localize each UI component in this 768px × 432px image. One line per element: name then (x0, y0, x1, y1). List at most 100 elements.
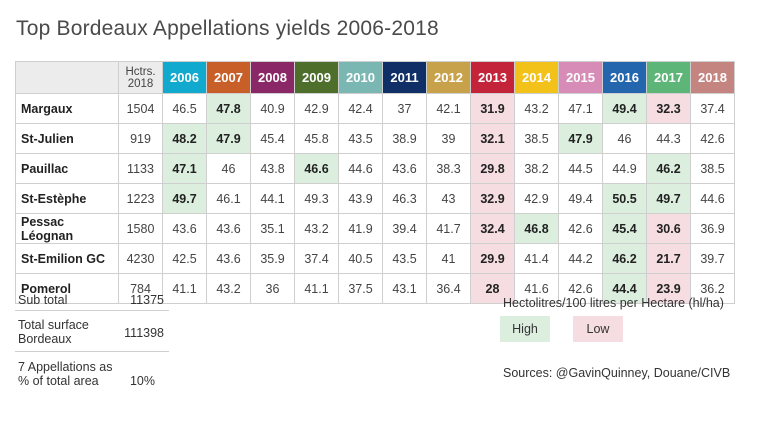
yield-cell: 29.9 (470, 243, 515, 274)
yield-cell: 42.4 (338, 93, 383, 124)
subtotal-row: Sub total 11375 (15, 288, 169, 311)
total-surface-value: 111398 (124, 326, 164, 340)
yield-cell: 43.2 (294, 213, 339, 244)
yield-cell: 42.9 (294, 93, 339, 124)
yield-cell: 41.1 (162, 273, 207, 304)
yield-cell: 46.2 (602, 243, 647, 274)
yield-cell: 36.4 (426, 273, 471, 304)
hectares-cell: 1580 (118, 213, 163, 244)
pct-label-line2: % of total area (18, 374, 99, 388)
yield-cell: 43.1 (382, 273, 427, 304)
yield-cell: 43.6 (206, 243, 251, 274)
yield-cell: 46.6 (294, 153, 339, 184)
yield-cell: 49.4 (602, 93, 647, 124)
pct-label: 7 Appellations as % of total area (18, 360, 113, 388)
year-header-2016: 2016 (602, 61, 647, 94)
yield-cell: 40.9 (250, 93, 295, 124)
yield-cell: 44.6 (338, 153, 383, 184)
yield-cell: 37.5 (338, 273, 383, 304)
appellation-name: Margaux (15, 93, 119, 124)
appellation-name: St-Emilion GC (15, 243, 119, 274)
yield-cell: 35.9 (250, 243, 295, 274)
yield-cell: 42.1 (426, 93, 471, 124)
yield-cell: 46.3 (382, 183, 427, 214)
yield-cell: 42.6 (558, 213, 603, 244)
yield-cell: 43.6 (206, 213, 251, 244)
yield-cell: 43.5 (338, 123, 383, 154)
legend-high: High (500, 316, 550, 342)
yield-cell: 43.6 (162, 213, 207, 244)
table-row: St-Emilion GC 4230 42.5 43.6 35.9 37.4 40.5 43.… (15, 243, 735, 274)
yield-cell: 46.2 (646, 153, 691, 184)
yield-cell: 23.9 (646, 273, 691, 304)
yield-cell: 39 (426, 123, 471, 154)
yield-cell: 36.9 (690, 213, 735, 244)
yield-cell: 43.9 (338, 183, 383, 214)
table-body: Margaux 1504 46.5 47.8 40.9 42.9 42.4 37 42.1 31.… (15, 93, 735, 304)
hectares-cell: 4230 (118, 243, 163, 274)
year-header-2012: 2012 (426, 61, 471, 94)
yield-cell: 43.2 (206, 273, 251, 304)
yield-cell: 43.6 (382, 153, 427, 184)
header-row: Hctrs. 2018 2006 2007 2008 2009 2010 2011 2012… (15, 61, 735, 94)
yield-cell: 32.9 (470, 183, 515, 214)
year-header-2009: 2009 (294, 61, 339, 94)
table-row: Pomerol 784 41.1 43.2 36 41.1 37.5 43.1 36.4 28 41… (15, 273, 735, 304)
total-surface-label-line2: Bordeaux (18, 332, 72, 346)
year-header-2017: 2017 (646, 61, 691, 94)
yield-cell: 41.1 (294, 273, 339, 304)
yield-cell: 38.9 (382, 123, 427, 154)
yield-cell: 28 (470, 273, 515, 304)
yield-cell: 41.7 (426, 213, 471, 244)
yield-cell: 49.4 (558, 183, 603, 214)
yield-cell: 43.8 (250, 153, 295, 184)
sources-note: Sources: @GavinQuinney, Douane/CIVB (503, 366, 731, 380)
hectares-header: Hctrs. 2018 (118, 61, 163, 94)
yield-cell: 36.2 (690, 273, 735, 304)
yield-cell: 49.7 (162, 183, 207, 214)
yield-cell: 44.1 (250, 183, 295, 214)
year-header-2006: 2006 (162, 61, 207, 94)
yield-cell: 31.9 (470, 93, 515, 124)
table-row: St-Julien 919 48.2 47.9 45.4 45.8 43.5 38.9 39 32… (15, 123, 735, 154)
yield-cell: 35.1 (250, 213, 295, 244)
yield-cell: 44.6 (690, 183, 735, 214)
legend-low: Low (573, 316, 623, 342)
appellation-name: St-Julien (15, 123, 119, 154)
total-surface-label-line1: Total surface (18, 318, 89, 332)
yield-cell: 42.9 (514, 183, 559, 214)
yield-cell: 37 (382, 93, 427, 124)
hectares-cell: 1133 (118, 153, 163, 184)
yield-cell: 41 (426, 243, 471, 274)
yield-cell: 50.5 (602, 183, 647, 214)
yield-cell: 46.1 (206, 183, 251, 214)
yield-cell: 45.4 (250, 123, 295, 154)
yield-cell: 46 (206, 153, 251, 184)
table-row: St-Estèphe 1223 49.7 46.1 44.1 49.3 43.9 46.3 43… (15, 183, 735, 214)
hectares-header-line2: 2018 (127, 77, 154, 90)
yield-cell: 38.5 (690, 153, 735, 184)
yield-cell: 46 (602, 123, 647, 154)
appellation-name: Pauillac (15, 153, 119, 184)
page-title: Top Bordeaux Appellations yields 2006-20… (16, 17, 439, 40)
appellation-name: St-Estèphe (15, 183, 119, 214)
yields-table: Hctrs. 2018 2006 2007 2008 2009 2010 2011 2012… (15, 61, 735, 304)
corner-cell (15, 61, 119, 94)
year-header-2007: 2007 (206, 61, 251, 94)
year-header-2015: 2015 (558, 61, 603, 94)
subtotal-value: 11375 (130, 293, 164, 307)
yield-cell: 43 (426, 183, 471, 214)
yield-cell: 21.7 (646, 243, 691, 274)
pct-row: 7 Appellations as % of total area 10% (15, 352, 169, 392)
yield-cell: 41.6 (514, 273, 559, 304)
summary-panel: Sub total 11375 Total surface Bordeaux 1… (15, 288, 169, 392)
table-row: Margaux 1504 46.5 47.8 40.9 42.9 42.4 37 42.1 31.… (15, 93, 735, 124)
yield-cell: 47.9 (558, 123, 603, 154)
yield-cell: 39.4 (382, 213, 427, 244)
yield-cell: 43.5 (382, 243, 427, 274)
yield-cell: 48.2 (162, 123, 207, 154)
appellation-name: Pessac Léognan (15, 213, 119, 244)
hectares-cell: 1223 (118, 183, 163, 214)
year-header-2018: 2018 (690, 61, 735, 94)
yield-cell: 36 (250, 273, 295, 304)
